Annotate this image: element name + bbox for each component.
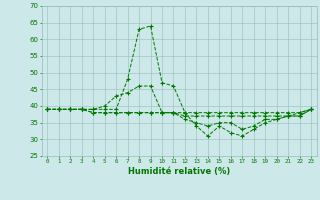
X-axis label: Humidité relative (%): Humidité relative (%) — [128, 167, 230, 176]
